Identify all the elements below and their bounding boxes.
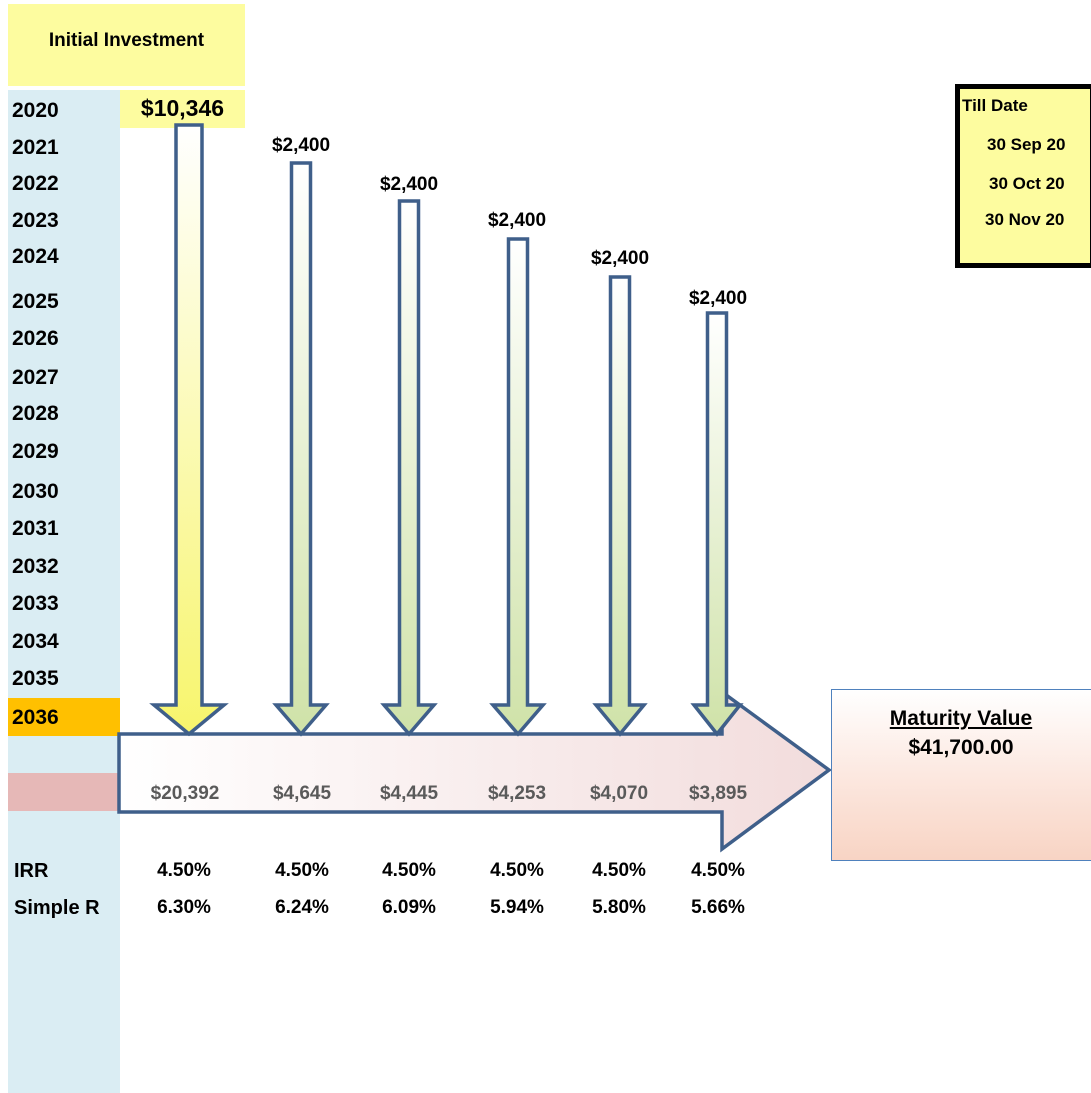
till-date-entry: 30 Sep 20 bbox=[987, 135, 1066, 154]
year-label: 2023 bbox=[12, 209, 59, 232]
year-label: 2028 bbox=[12, 402, 59, 425]
year-label: 2029 bbox=[12, 440, 59, 463]
simple-return-value: 6.09% bbox=[382, 897, 436, 918]
simple-return-value: 6.24% bbox=[275, 897, 329, 918]
maturity-value: $41,700.00 bbox=[908, 736, 1014, 759]
contribution-arrow bbox=[272, 161, 330, 737]
contribution-label: $2,400 bbox=[487, 210, 547, 231]
future-value-row-marker bbox=[8, 773, 120, 811]
future-value: $20,392 bbox=[150, 783, 220, 804]
initial-investment-value: $10,346 bbox=[140, 95, 225, 121]
initial-investment-arrow bbox=[149, 123, 229, 737]
year-label: 2026 bbox=[12, 327, 59, 350]
year-label: 2020 bbox=[12, 99, 59, 122]
future-value: $4,253 bbox=[487, 783, 547, 804]
irr-value: 4.50% bbox=[592, 860, 646, 881]
year-label: 2021 bbox=[12, 136, 59, 159]
year-label: 2035 bbox=[12, 667, 59, 690]
initial-investment-label: Initial Investment bbox=[48, 30, 205, 51]
contribution-label: $2,400 bbox=[688, 288, 748, 309]
irr-value: 4.50% bbox=[691, 860, 745, 881]
contribution-arrow bbox=[690, 311, 744, 737]
year-label: 2025 bbox=[12, 290, 59, 313]
year-label: 2032 bbox=[12, 555, 59, 578]
simple-return-label: Simple R bbox=[14, 897, 100, 919]
simple-return-value: 5.94% bbox=[490, 897, 544, 918]
irr-label: IRR bbox=[14, 860, 49, 882]
year-label: 2024 bbox=[12, 245, 59, 268]
maturity-value-box bbox=[831, 689, 1091, 861]
future-value: $4,445 bbox=[379, 783, 439, 804]
initial-investment-value-background bbox=[120, 90, 245, 128]
simple-return-value: 5.80% bbox=[592, 897, 646, 918]
initial-investment-header bbox=[8, 4, 245, 86]
contribution-label: $2,400 bbox=[590, 248, 650, 269]
maturity-value-label: Maturity Value bbox=[889, 707, 1033, 730]
irr-value: 4.50% bbox=[275, 860, 329, 881]
future-value: $3,895 bbox=[688, 783, 748, 804]
irr-value: 4.50% bbox=[490, 860, 544, 881]
year-label: 2027 bbox=[12, 366, 59, 389]
contribution-arrow bbox=[489, 237, 547, 737]
future-value: $4,070 bbox=[589, 783, 649, 804]
year-label: 2030 bbox=[12, 480, 59, 503]
irr-value: 4.50% bbox=[157, 860, 211, 881]
till-date-entry: 30 Oct 20 bbox=[989, 174, 1065, 193]
till-date-box bbox=[955, 84, 1091, 268]
year-label: 2033 bbox=[12, 592, 59, 615]
contribution-label: $2,400 bbox=[379, 174, 439, 195]
simple-return-value: 6.30% bbox=[157, 897, 211, 918]
year-column-background bbox=[8, 90, 120, 1093]
contribution-label: $2,400 bbox=[271, 135, 331, 156]
irr-value: 4.50% bbox=[382, 860, 436, 881]
simple-return-value: 5.66% bbox=[691, 897, 745, 918]
till-date-entry: 30 Nov 20 bbox=[985, 210, 1065, 229]
final-year-highlight bbox=[8, 698, 120, 736]
future-value: $4,645 bbox=[272, 783, 332, 804]
year-label: 2022 bbox=[12, 172, 59, 195]
contribution-arrow bbox=[592, 275, 648, 737]
year-label: 2034 bbox=[12, 630, 59, 653]
year-label: 2031 bbox=[12, 517, 59, 540]
year-label-maturity: 2036 bbox=[12, 706, 59, 729]
contribution-arrow bbox=[380, 199, 438, 737]
till-date-title: Till Date bbox=[962, 96, 1028, 115]
